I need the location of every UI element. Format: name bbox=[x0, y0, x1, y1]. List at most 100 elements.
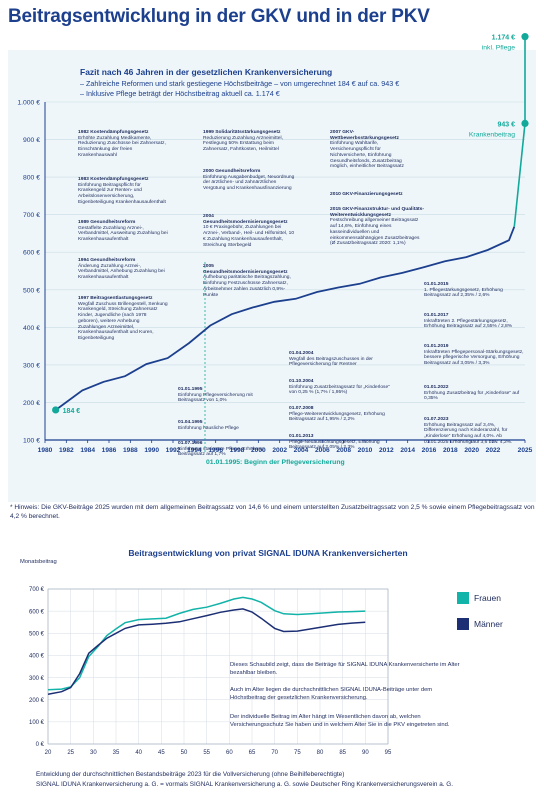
annotation-text: Einführung Ausgabenbudget, Neuordnung de… bbox=[203, 174, 295, 192]
pkv-x-tick-label: 75 bbox=[294, 750, 301, 756]
annotation-text: Einführung stationäre Pflege, Erhöhung B… bbox=[178, 446, 264, 458]
annotation-title: 1994 Gesundheitsreform bbox=[78, 258, 136, 263]
pkv-x-tick-label: 20 bbox=[45, 750, 52, 756]
x-tick-label: 1980 bbox=[38, 447, 53, 454]
x-tick-label: 2012 bbox=[379, 447, 394, 454]
annotation-title: 01.01.2015 bbox=[424, 282, 449, 287]
pkv-y-tick-label: 0 € bbox=[36, 742, 45, 748]
annotation-title: 01.01.1995 bbox=[178, 387, 203, 392]
end-point-pflege bbox=[521, 33, 529, 41]
annotation-block: 2004 Gesundheitsmodernisierungsgesetz 10 … bbox=[203, 214, 295, 248]
annotation-title: 2015 GKV-Finanzstruktur- und Qualitäts-W… bbox=[330, 207, 425, 218]
annotation-text: Einführung Beitragspflicht für Krankenge… bbox=[78, 182, 166, 205]
y-tick-label: 900 € bbox=[23, 137, 40, 144]
annotation-title: 01.07.2008 bbox=[289, 406, 314, 411]
start-label: 184 € bbox=[63, 408, 81, 415]
x-tick-label: 1996 bbox=[208, 447, 223, 454]
annotation-text: Einführung Pflegeversicherung mit Beitra… bbox=[178, 392, 253, 404]
pkv-x-tick-label: 60 bbox=[226, 750, 233, 756]
pflege-marker-label: 01.01.1995: Beginn der Pflegeversicherun… bbox=[206, 459, 345, 466]
annotation-block: 01.01.2017 Inkrafttreten 2. Pflegestärkun… bbox=[424, 313, 526, 330]
page-title: Beitragsentwicklung in der GKV und in de… bbox=[8, 6, 430, 27]
fazit-title: Fazit nach 46 Jahren in der gesetzlichen… bbox=[80, 67, 333, 77]
pkv-x-tick-label: 85 bbox=[339, 750, 346, 756]
pkv-x-tick-label: 40 bbox=[135, 750, 142, 756]
annotation-block: 01.01.1995 Einführung Pflegeversicherung … bbox=[178, 387, 278, 404]
start-point bbox=[52, 406, 60, 414]
x-tick-label: 1994 bbox=[187, 447, 202, 454]
annotation-block: 01.10.2004 Einführung Zusatzbeitragssatz … bbox=[289, 379, 397, 396]
annotation-block: 2000 Gesundheitsreform Einführung Ausgabe… bbox=[203, 169, 295, 192]
annotation-text: Gestaffelte Zuzahlung Arznei-, Verbandmi… bbox=[78, 225, 168, 243]
annotation-text: Reduzierung Zuzahlung Arzneimittel, Fest… bbox=[203, 135, 283, 153]
annotation-title: 01.07.2023 bbox=[424, 417, 449, 422]
annotation-block: 01.07.1996 Einführung stationäre Pflege, … bbox=[178, 441, 278, 458]
annotation-block: 01.01.2013 Pflege-Neuausrichtungsgesetz, … bbox=[289, 434, 397, 451]
annotation-title: 01.01.2013 bbox=[289, 434, 314, 439]
annotation-block: 1982 Kostendämpfungsgesetz Erhöhte Zuzahl… bbox=[78, 130, 168, 159]
annotation-text: Wegfall Zuschuss Brillengestell, Senkung… bbox=[78, 301, 168, 341]
x-tick-label: 1984 bbox=[80, 447, 95, 454]
annotation-block: 01.04.1995 Einführung häusliche Pflege bbox=[178, 420, 278, 431]
x-tick-label: 2008 bbox=[336, 447, 351, 454]
annotation-block: 01.04.2004 Wegfall des Beitragszuschusses… bbox=[289, 351, 397, 368]
annotation-text: Einführung häusliche Pflege bbox=[178, 425, 239, 431]
annotation-block: 2015 GKV-Finanzstruktur- und Qualitäts-W… bbox=[330, 207, 426, 247]
pkv-x-tick-label: 50 bbox=[181, 750, 188, 756]
end-label-kranken: 943 € bbox=[497, 121, 515, 128]
annotation-text: Pflege-Neuausrichtungsgesetz, Erhöhung B… bbox=[289, 439, 380, 451]
legend-label-maenner: Männer bbox=[474, 619, 503, 629]
pkv-series-line-0 bbox=[47, 596, 366, 691]
annotation-text: Erhöhung Beitragssatz auf 3,4%, Differen… bbox=[424, 422, 513, 445]
pkv-y-tick-label: 600 € bbox=[29, 609, 45, 615]
fazit-line-1: – Zahlreiche Reformen und stark gestiege… bbox=[80, 79, 400, 88]
pkv-series-line-1 bbox=[47, 608, 366, 695]
series-line-1 bbox=[513, 123, 526, 227]
annotation-title: 2005 Gesundheitsmodernisierungsgesetz bbox=[203, 264, 288, 275]
bottom-line-2: SIGNAL IDUNA Krankenversicherung a. G. =… bbox=[36, 781, 454, 788]
pkv-note-2: Auch im Alter liegen die durchschnittlic… bbox=[230, 687, 433, 701]
annotation-title: 1999 Solidaritätsstärkungsgesetz bbox=[203, 130, 281, 135]
series-line-0 bbox=[55, 226, 516, 411]
annotation-block: 2007 GKV-Wettbewerbsstärkungsgesetz Einfü… bbox=[330, 130, 418, 170]
gkv-chart-panel bbox=[8, 50, 536, 502]
annotation-title: 01.04.1995 bbox=[178, 420, 203, 425]
annotation-title: 1997 Beitragsentlastungsgesetz bbox=[78, 296, 153, 301]
x-tick-label: 2014 bbox=[400, 447, 415, 454]
pkv-x-tick-label: 70 bbox=[271, 750, 278, 756]
pkv-line-chart: Beitragsentwicklung von privat SIGNAL ID… bbox=[20, 548, 408, 756]
annotation-title: 1983 Kostendämpfungsgesetz bbox=[78, 177, 149, 182]
annotation-text: Wegfall des Beitragszuschusses in der Pf… bbox=[289, 356, 373, 368]
annotation-block: 01.07.2023 Erhöhung Beitragssatz auf 3,4%… bbox=[424, 417, 526, 446]
gkv-line-chart: 100 € 200 € 300 € 400 € 500 € 600 € 700 € 800 €… bbox=[17, 33, 533, 466]
annotation-text: Erhöhung Zusatzbeitrag für „Kinderlose“ … bbox=[424, 390, 520, 402]
annotation-title: 2000 Gesundheitsreform bbox=[203, 169, 261, 174]
annotation-title: 2007 GKV-Wettbewerbsstärkungsgesetz bbox=[330, 130, 399, 141]
annotation-block: 2005 Gesundheitsmodernisierungsgesetz Auf… bbox=[203, 264, 295, 298]
pkv-y-tick-label: 700 € bbox=[29, 587, 45, 593]
annotation-block: 01.07.2008 Pflege-Weiterentwicklungsgeset… bbox=[289, 406, 397, 423]
annotation-text: Inkrafttreten Pflegepersonal-Stärkungsge… bbox=[424, 349, 524, 367]
pkv-x-tick-label: 25 bbox=[67, 750, 74, 756]
x-tick-label: 1998 bbox=[230, 447, 245, 454]
pkv-x-tick-label: 90 bbox=[362, 750, 369, 756]
annotation-text: 10 € Praxisgebühr, Zuzahlungen bei Arzne… bbox=[203, 225, 295, 248]
annotation-text: Pflege-Weiterentwicklungsgesetz, Erhöhun… bbox=[289, 411, 385, 423]
x-tick-label: 2022 bbox=[486, 447, 501, 454]
pkv-y-tick-label: 100 € bbox=[29, 720, 45, 726]
footnote: * Hinweis: Die GKV-Beiträge 2025 wurden … bbox=[10, 504, 535, 520]
pkv-x-tick-label: 30 bbox=[90, 750, 97, 756]
x-tick-label: 2018 bbox=[443, 447, 458, 454]
annotation-text: Änderung Zuzahlung Arznei-, Verbandmitte… bbox=[78, 263, 165, 281]
annotation-text: Erhöhte Zuzahlung Medikamente, Reduzieru… bbox=[78, 135, 166, 158]
annotation-title: 01.10.2004 bbox=[289, 379, 314, 384]
pkv-y-tick-label: 300 € bbox=[29, 676, 45, 682]
y-tick-label: 300 € bbox=[23, 362, 40, 369]
annotation-title: 1989 Gesundheitsreform bbox=[78, 220, 136, 225]
y-tick-label: 200 € bbox=[23, 400, 40, 407]
x-tick-label: 1990 bbox=[144, 447, 159, 454]
annotation-title: 2004 Gesundheitsmodernisierungsgesetz bbox=[203, 214, 288, 225]
pkv-y-tick-label: 200 € bbox=[29, 698, 45, 704]
x-tick-label: 2006 bbox=[315, 447, 330, 454]
end-caption-pflege: inkl. Pflege bbox=[482, 45, 515, 52]
